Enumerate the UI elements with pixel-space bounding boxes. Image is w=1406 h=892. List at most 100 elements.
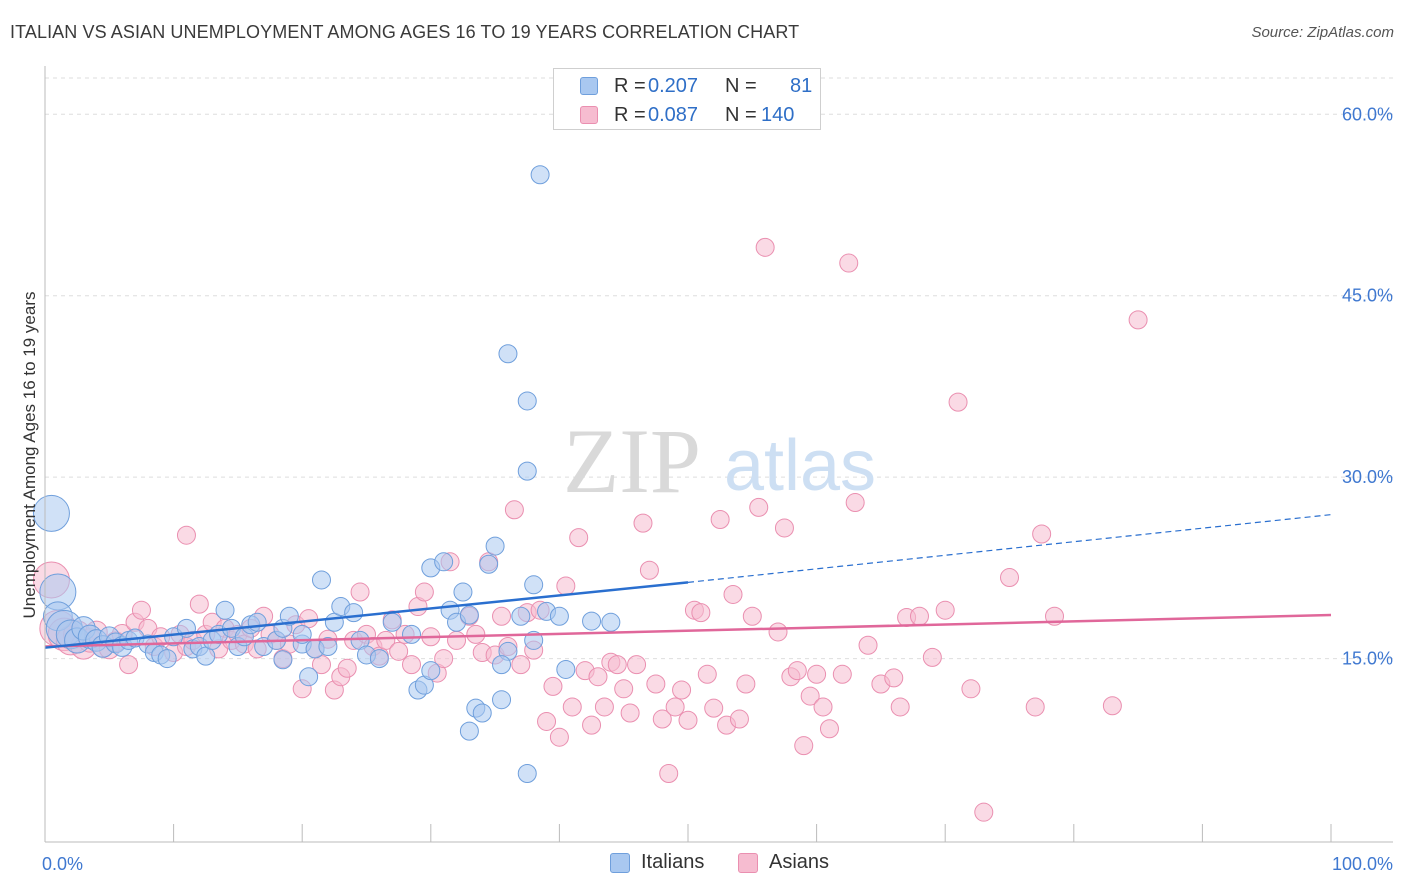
asian-point bbox=[736, 674, 756, 694]
asian-point bbox=[119, 655, 139, 675]
asian-point bbox=[1000, 568, 1019, 588]
x-tick-label: 0.0% bbox=[42, 854, 83, 874]
asian-point bbox=[890, 697, 910, 717]
asian-point bbox=[492, 606, 512, 626]
italians-trend-line bbox=[44, 581, 689, 649]
asian-point bbox=[749, 497, 769, 517]
asian-point bbox=[839, 253, 859, 273]
asian-point bbox=[434, 649, 454, 669]
italians-swatch bbox=[580, 77, 598, 95]
asian-point bbox=[787, 661, 807, 681]
asian-point bbox=[569, 528, 589, 548]
asians-r-value: 0.087 bbox=[648, 104, 699, 126]
asian-point bbox=[807, 664, 827, 684]
italian-point bbox=[369, 649, 389, 669]
asian-point bbox=[832, 664, 852, 684]
italians-points bbox=[32, 165, 621, 783]
asian-point bbox=[633, 513, 653, 533]
asian-point bbox=[755, 237, 775, 257]
asian-point bbox=[189, 594, 209, 614]
asians-n-label: N = bbox=[725, 104, 757, 126]
asian-point bbox=[511, 655, 531, 675]
italian-point bbox=[459, 605, 479, 625]
asian-point bbox=[646, 674, 666, 694]
asian-point bbox=[697, 664, 717, 684]
italians-n-label: N = bbox=[725, 75, 757, 97]
source-label: Source: ZipAtlas.com bbox=[1251, 24, 1394, 41]
bottom-asians-label: Asians bbox=[769, 851, 830, 873]
asian-point bbox=[884, 668, 904, 688]
italian-point bbox=[517, 391, 537, 411]
grid-lines: 15.0% 30.0% 45.0% 60.0% bbox=[45, 77, 1393, 669]
trend-lines bbox=[44, 514, 1332, 649]
asian-point bbox=[1025, 697, 1045, 717]
asian-point bbox=[537, 711, 557, 731]
asians-trend-line bbox=[44, 613, 1332, 648]
asian-point bbox=[742, 606, 762, 626]
italian-point bbox=[247, 612, 267, 632]
y-tick-label: 30.0% bbox=[1342, 467, 1393, 487]
y-axis-label: Unemployment Among Ages 16 to 19 years bbox=[20, 292, 39, 619]
italian-point bbox=[524, 630, 544, 650]
asian-point bbox=[858, 635, 878, 655]
asians-points bbox=[32, 237, 1148, 822]
italian-point bbox=[382, 612, 402, 632]
italian-point bbox=[498, 344, 518, 364]
italian-point bbox=[479, 554, 499, 574]
asians-n-value: 140 bbox=[761, 104, 795, 126]
asian-point bbox=[704, 698, 724, 718]
bottom-italians-swatch bbox=[610, 853, 630, 873]
asian-point bbox=[768, 622, 788, 642]
asian-point bbox=[549, 727, 569, 747]
italian-point bbox=[215, 600, 235, 620]
italians-r-label: R = bbox=[614, 75, 646, 97]
asian-point bbox=[961, 679, 981, 699]
italian-point bbox=[511, 606, 531, 626]
italian-point bbox=[157, 649, 177, 669]
asian-point bbox=[652, 709, 672, 729]
asian-point bbox=[337, 658, 357, 678]
asian-point bbox=[588, 667, 608, 687]
y-tick-label: 45.0% bbox=[1342, 286, 1393, 306]
italian-point bbox=[402, 624, 422, 644]
y-tick-label: 15.0% bbox=[1342, 649, 1393, 669]
watermark-atlas: atlas bbox=[724, 426, 876, 506]
asian-point bbox=[1128, 310, 1148, 330]
asian-point bbox=[665, 697, 685, 717]
italian-point bbox=[311, 570, 331, 590]
legend-row-asians: R = 0.087 N = 140 bbox=[554, 100, 820, 130]
italian-point bbox=[344, 603, 364, 623]
asian-point bbox=[543, 676, 563, 696]
asian-point bbox=[607, 655, 627, 675]
asian-point bbox=[691, 603, 711, 623]
asian-point bbox=[447, 630, 467, 650]
italians-r-value: 0.207 bbox=[648, 75, 699, 97]
italians-trend-extension bbox=[687, 514, 1332, 583]
italian-point bbox=[556, 659, 576, 679]
asian-point bbox=[627, 655, 647, 675]
asian-point bbox=[845, 493, 865, 513]
asian-point bbox=[948, 392, 968, 412]
asian-point bbox=[389, 641, 409, 661]
asian-point bbox=[794, 736, 814, 756]
italian-point bbox=[524, 575, 544, 595]
asian-point bbox=[678, 710, 698, 730]
italian-point bbox=[601, 612, 621, 632]
asian-point bbox=[729, 709, 749, 729]
watermark-zip: ZIP bbox=[563, 410, 701, 512]
asian-point bbox=[723, 584, 743, 604]
italian-point bbox=[549, 606, 569, 626]
bottom-italians-label: Italians bbox=[641, 851, 705, 873]
asian-point bbox=[504, 500, 524, 520]
asians-swatch bbox=[580, 106, 598, 124]
italian-point bbox=[279, 606, 299, 626]
italian-point bbox=[517, 763, 537, 783]
asian-point bbox=[594, 697, 614, 717]
y-tick-label: 60.0% bbox=[1342, 104, 1393, 124]
asian-point bbox=[1032, 524, 1052, 544]
asian-point bbox=[1102, 696, 1122, 716]
asian-point bbox=[909, 606, 929, 626]
italian-point bbox=[273, 650, 293, 670]
asian-point bbox=[974, 802, 994, 822]
italian-point bbox=[299, 667, 319, 687]
